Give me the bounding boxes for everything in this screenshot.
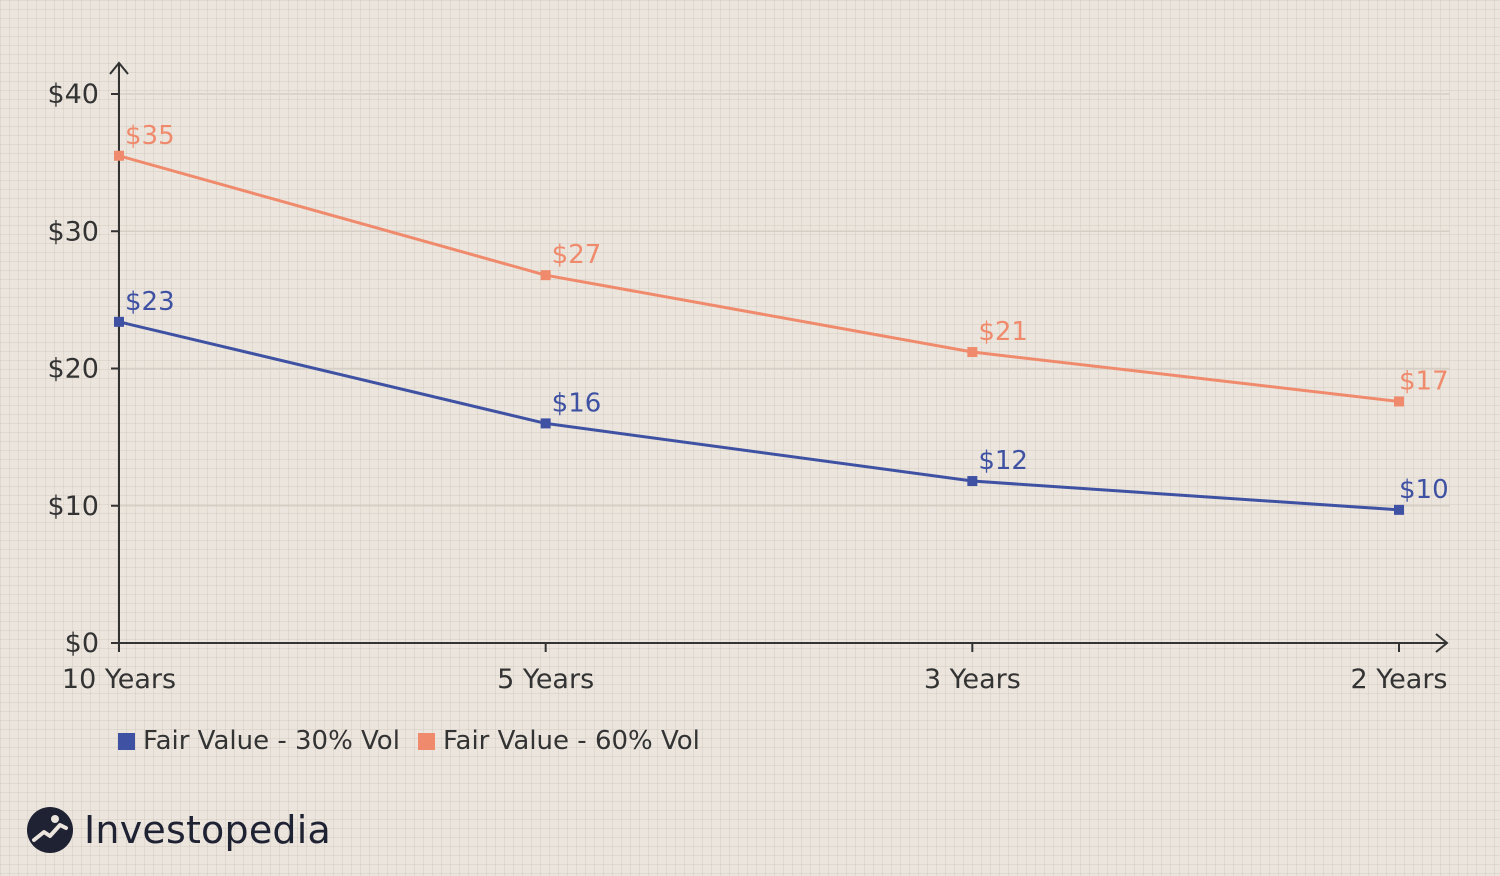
y-ticks: $0 $10 $20 $30 $40 bbox=[47, 79, 119, 659]
data-point bbox=[540, 418, 551, 429]
legend-swatch-30-vol bbox=[118, 732, 135, 750]
y-tick-label: $30 bbox=[47, 216, 99, 247]
x-tick-label: 2 Years bbox=[1351, 664, 1448, 695]
legend: Fair Value - 30% Vol Fair Value - 60% Vo… bbox=[118, 726, 700, 756]
series-line bbox=[118, 154, 1400, 403]
series-2: $35 $27 $21 $17 bbox=[114, 121, 1449, 407]
data-label: $21 bbox=[978, 317, 1028, 347]
y-tick-label: $0 bbox=[65, 628, 99, 659]
series-layer: $23 $16 $12 $10 $35 $27 $21 $17 bbox=[114, 121, 1449, 515]
series-line bbox=[118, 320, 1400, 512]
legend-label-60-vol: Fair Value - 60% Vol bbox=[442, 726, 700, 756]
x-tick-label: 10 Years bbox=[62, 664, 176, 695]
legend-label-30-vol: Fair Value - 30% Vol bbox=[143, 726, 400, 756]
legend-item-30-vol: Fair Value - 30% Vol bbox=[118, 726, 400, 756]
data-label: $12 bbox=[978, 446, 1028, 476]
x-tick-label: 3 Years bbox=[924, 664, 1021, 695]
data-point bbox=[1394, 504, 1404, 515]
series-1: $23 $16 $12 $10 bbox=[114, 287, 1449, 515]
brand-name: Investopedia bbox=[84, 808, 331, 852]
legend-swatch-60-vol bbox=[417, 732, 435, 750]
grid-layer bbox=[119, 93, 1450, 507]
brand: Investopedia bbox=[26, 806, 331, 854]
y-tick-label: $20 bbox=[47, 354, 99, 385]
investopedia-logo-icon bbox=[27, 807, 73, 853]
y-tick-label: $40 bbox=[47, 79, 99, 110]
data-label: $16 bbox=[552, 388, 602, 418]
data-label: $27 bbox=[552, 240, 602, 270]
data-label: $17 bbox=[1399, 366, 1449, 396]
data-point bbox=[1394, 396, 1404, 407]
data-point bbox=[967, 347, 978, 358]
x-tick-label: 5 Years bbox=[497, 664, 594, 695]
legend-item-60-vol: Fair Value - 60% Vol bbox=[417, 726, 700, 756]
data-point bbox=[114, 316, 124, 327]
x-axis-arrow bbox=[1435, 633, 1449, 653]
data-point bbox=[540, 270, 551, 281]
y-tick-label: $10 bbox=[47, 491, 99, 522]
axes-layer bbox=[109, 61, 1449, 653]
x-ticks: 10 Years 5 Years 3 Years 2 Years bbox=[62, 643, 1448, 695]
data-label: $23 bbox=[125, 287, 175, 317]
data-point bbox=[114, 150, 124, 161]
data-label: $10 bbox=[1399, 475, 1449, 505]
y-axis-arrow bbox=[109, 61, 129, 75]
data-point bbox=[967, 476, 978, 487]
data-label: $35 bbox=[125, 121, 175, 151]
